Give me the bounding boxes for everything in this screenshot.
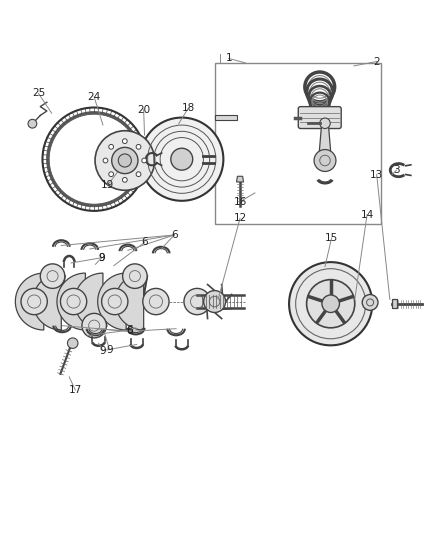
Text: 16: 16	[233, 197, 247, 207]
Circle shape	[118, 154, 131, 167]
Text: 19: 19	[101, 181, 114, 190]
Text: 9: 9	[98, 253, 105, 263]
Text: 13: 13	[370, 169, 383, 180]
Circle shape	[60, 288, 87, 314]
Bar	[215, 63, 381, 223]
Circle shape	[136, 172, 141, 176]
Polygon shape	[98, 273, 126, 330]
Circle shape	[40, 264, 65, 288]
Circle shape	[123, 264, 147, 288]
Bar	[215, 115, 237, 120]
Circle shape	[320, 118, 330, 128]
Circle shape	[109, 172, 113, 176]
Circle shape	[289, 262, 372, 345]
Circle shape	[140, 118, 223, 201]
Circle shape	[109, 144, 113, 149]
Text: 14: 14	[360, 210, 374, 220]
Circle shape	[136, 144, 141, 149]
Text: 3: 3	[393, 165, 400, 175]
Polygon shape	[33, 273, 61, 330]
Polygon shape	[115, 273, 144, 330]
Circle shape	[21, 288, 47, 314]
Circle shape	[95, 131, 155, 190]
Circle shape	[102, 288, 128, 314]
Circle shape	[184, 288, 210, 314]
Text: 6: 6	[126, 326, 133, 336]
Text: 1: 1	[225, 53, 232, 63]
Text: 6: 6	[126, 325, 133, 335]
Text: 24: 24	[88, 92, 101, 102]
Circle shape	[307, 280, 355, 328]
Circle shape	[67, 338, 78, 349]
Circle shape	[123, 139, 127, 143]
Circle shape	[103, 158, 108, 163]
Text: 18: 18	[182, 103, 195, 113]
Polygon shape	[392, 300, 397, 308]
Circle shape	[171, 148, 193, 170]
Text: 15: 15	[325, 233, 338, 243]
Circle shape	[204, 290, 226, 312]
Circle shape	[112, 147, 138, 174]
Polygon shape	[237, 176, 244, 182]
Circle shape	[314, 150, 336, 172]
Circle shape	[82, 313, 106, 338]
Circle shape	[28, 119, 37, 128]
Text: 12: 12	[233, 213, 247, 223]
Circle shape	[123, 177, 127, 182]
Polygon shape	[319, 125, 331, 160]
Circle shape	[362, 295, 378, 310]
Polygon shape	[15, 273, 44, 330]
Text: 6: 6	[141, 237, 148, 247]
Text: 6: 6	[171, 230, 178, 240]
Text: 2: 2	[373, 56, 380, 67]
Text: 9: 9	[99, 345, 106, 356]
Text: 25: 25	[32, 88, 45, 99]
Circle shape	[142, 158, 147, 163]
FancyBboxPatch shape	[298, 107, 341, 128]
Polygon shape	[74, 273, 103, 330]
Text: 9: 9	[106, 345, 113, 355]
Polygon shape	[57, 273, 85, 330]
Circle shape	[143, 288, 169, 314]
Text: 17: 17	[69, 385, 82, 395]
Text: 9: 9	[98, 253, 105, 263]
Circle shape	[322, 295, 339, 312]
Text: 20: 20	[137, 104, 150, 115]
